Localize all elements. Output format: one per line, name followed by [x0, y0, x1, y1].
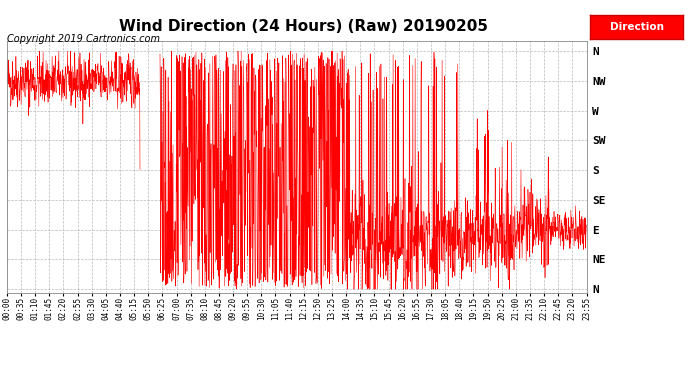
Text: Copyright 2019 Cartronics.com: Copyright 2019 Cartronics.com: [7, 34, 160, 44]
Text: Wind Direction (24 Hours) (Raw) 20190205: Wind Direction (24 Hours) (Raw) 20190205: [119, 19, 488, 34]
Text: Direction: Direction: [609, 22, 664, 32]
